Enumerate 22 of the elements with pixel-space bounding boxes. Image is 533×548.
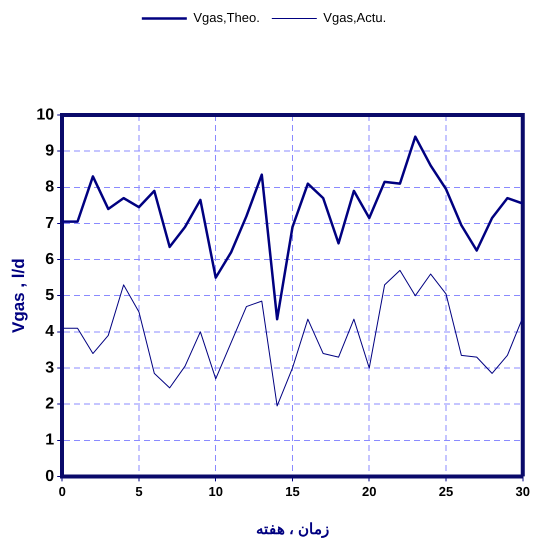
x-tick-label: 0 xyxy=(58,484,66,499)
x-tick-label: 30 xyxy=(516,484,530,499)
y-tick-label: 8 xyxy=(45,178,54,196)
y-tick-label: 2 xyxy=(45,396,54,413)
legend-label: Vgas,Actu. xyxy=(323,10,386,26)
y-axis-title: Vgas , l/d xyxy=(8,258,28,334)
y-tick-label: 5 xyxy=(45,287,54,304)
legend-label: Vgas,Theo. xyxy=(193,10,260,26)
x-axis-title: زمان ، هفته xyxy=(256,521,330,538)
y-tick-label: 6 xyxy=(45,250,54,268)
y-tick-label: 7 xyxy=(45,214,54,232)
y-tick-label: 3 xyxy=(45,359,54,376)
y-tick-label: 0 xyxy=(45,468,54,485)
y-tick-label: 9 xyxy=(45,142,54,160)
y-tick-label: 4 xyxy=(45,323,54,340)
x-tick-label: 15 xyxy=(285,484,300,499)
x-tick-label: 10 xyxy=(208,484,223,499)
x-tick-label: 25 xyxy=(438,484,454,499)
x-tick-label: 20 xyxy=(362,484,376,499)
y-tick-label: 10 xyxy=(36,106,54,124)
x-tick-label: 5 xyxy=(135,484,143,499)
y-tick-label: 1 xyxy=(45,432,54,449)
